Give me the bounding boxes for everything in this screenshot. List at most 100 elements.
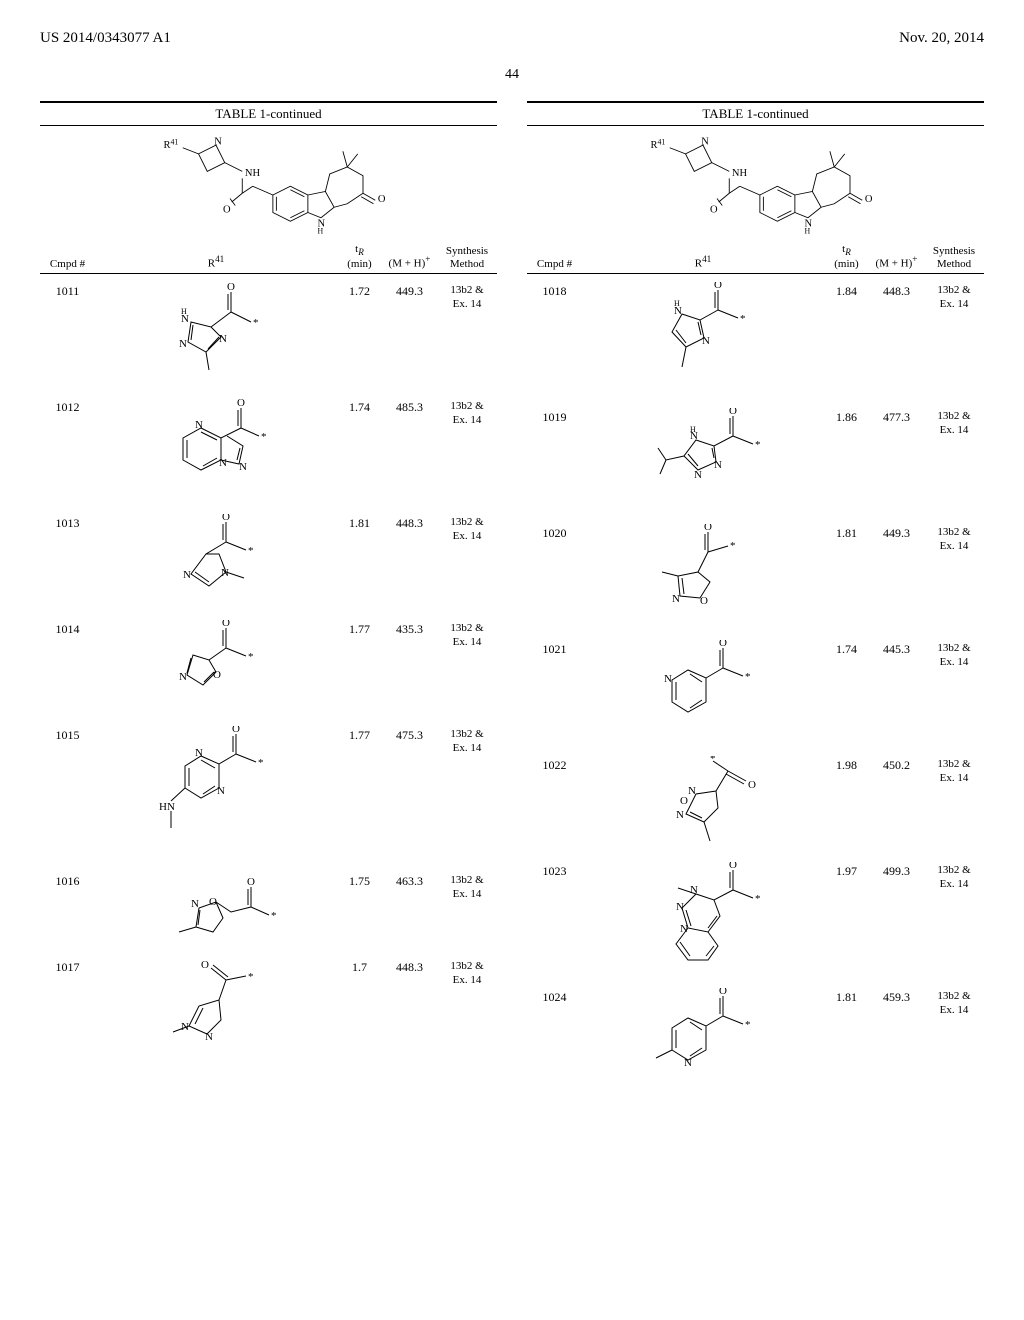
two-column-layout: TABLE 1-continuedCmpd #R41tR(min)(M + H)… — [40, 101, 984, 1094]
cmpd-number: 1013 — [40, 514, 95, 531]
header-method: SynthesisMethod — [924, 245, 984, 270]
cmpd-number: 1012 — [40, 398, 95, 415]
r41-structure — [582, 988, 824, 1088]
cmpd-number: 1016 — [40, 872, 95, 889]
r41-structure — [582, 408, 824, 518]
header-r41: R41 — [582, 254, 824, 270]
mass-plus-h: 448.3 — [382, 958, 437, 975]
table-row: 1022 1.98450.213b2 &Ex. 14 — [527, 756, 984, 856]
r41-structure — [582, 524, 824, 634]
scaffold-structure — [40, 132, 497, 237]
synthesis-method: 13b2 &Ex. 14 — [924, 524, 984, 552]
cmpd-number: 1020 — [527, 524, 582, 541]
mass-plus-h: 449.3 — [869, 524, 924, 541]
cmpd-number: 1019 — [527, 408, 582, 425]
retention-time: 1.81 — [824, 524, 869, 541]
table-row: 1015 1.77475.313b2 &Ex. 14 — [40, 726, 497, 866]
cmpd-number: 1021 — [527, 640, 582, 657]
table-row: 10211.74445.313b2 &Ex. 14 — [527, 640, 984, 750]
synthesis-method: 13b2 &Ex. 14 — [924, 756, 984, 784]
table-row: 1017 1.7448.313b2 &Ex. 14 — [40, 958, 497, 1068]
r41-structure — [582, 282, 824, 402]
cmpd-number: 1023 — [527, 862, 582, 879]
retention-time: 1.75 — [337, 872, 382, 889]
r41-structure — [582, 640, 824, 750]
table-row: 1020 1.81449.313b2 &Ex. 14 — [527, 524, 984, 634]
retention-time: 1.98 — [824, 756, 869, 773]
mass-plus-h: 448.3 — [869, 282, 924, 299]
table-title: TABLE 1-continued — [527, 101, 984, 126]
r41-structure — [95, 282, 337, 392]
r41-structure — [95, 726, 337, 866]
header-tr: tR(min) — [824, 243, 869, 270]
r41-structure — [95, 398, 337, 508]
header-cmpd: Cmpd # — [40, 258, 95, 271]
table-title: TABLE 1-continued — [40, 101, 497, 126]
header-cmpd: Cmpd # — [527, 258, 582, 271]
cmpd-number: 1011 — [40, 282, 95, 299]
r41-structure — [582, 756, 824, 856]
mass-plus-h: 448.3 — [382, 514, 437, 531]
retention-time: 1.97 — [824, 862, 869, 879]
mass-plus-h: 449.3 — [382, 282, 437, 299]
synthesis-method: 13b2 &Ex. 14 — [437, 958, 497, 986]
synthesis-method: 13b2 &Ex. 14 — [437, 398, 497, 426]
table-row: 1011 1.72449.313b2 &Ex. 14 — [40, 282, 497, 392]
retention-time: 1.81 — [824, 988, 869, 1005]
column-headers: Cmpd #R41tR(min)(M + H)+SynthesisMethod — [40, 243, 497, 274]
r41-structure — [95, 620, 337, 720]
table-row: 1024 1.81459.313b2 &Ex. 14 — [527, 988, 984, 1088]
table-row: 1012 1.74485.313b2 &Ex. 14 — [40, 398, 497, 508]
mass-plus-h: 450.2 — [869, 756, 924, 773]
cmpd-number: 1014 — [40, 620, 95, 637]
retention-time: 1.7 — [337, 958, 382, 975]
synthesis-method: 13b2 &Ex. 14 — [437, 726, 497, 754]
synthesis-method: 13b2 &Ex. 14 — [924, 988, 984, 1016]
mass-plus-h: 485.3 — [382, 398, 437, 415]
retention-time: 1.77 — [337, 726, 382, 743]
mass-plus-h: 499.3 — [869, 862, 924, 879]
cmpd-number: 1022 — [527, 756, 582, 773]
mass-plus-h: 475.3 — [382, 726, 437, 743]
synthesis-method: 13b2 &Ex. 14 — [437, 514, 497, 542]
header-mh: (M + H)+ — [869, 254, 924, 270]
mass-plus-h: 435.3 — [382, 620, 437, 637]
retention-time: 1.74 — [824, 640, 869, 657]
synthesis-method: 13b2 &Ex. 14 — [924, 862, 984, 890]
doc-id: US 2014/0343077 A1 — [40, 30, 171, 47]
right-column: TABLE 1-continued Cmpd #R41tR(min)(M + H)… — [527, 101, 984, 1094]
left-column: TABLE 1-continued Cmpd #R41tR(min)(M + H)… — [40, 101, 497, 1094]
table-row: 10181.84448.313b2 &Ex. 14 — [527, 282, 984, 402]
retention-time: 1.86 — [824, 408, 869, 425]
table-row: 1023 1.97499.313b2 &Ex. 14 — [527, 862, 984, 982]
r41-structure — [95, 514, 337, 614]
scaffold-structure — [527, 132, 984, 237]
mass-plus-h: 459.3 — [869, 988, 924, 1005]
r41-structure — [95, 958, 337, 1068]
retention-time: 1.74 — [337, 398, 382, 415]
retention-time: 1.84 — [824, 282, 869, 299]
table-row: 1013 1.81448.313b2 &Ex. 14 — [40, 514, 497, 614]
synthesis-method: 13b2 &Ex. 14 — [924, 640, 984, 668]
synthesis-method: 13b2 &Ex. 14 — [924, 408, 984, 436]
synthesis-method: 13b2 &Ex. 14 — [924, 282, 984, 310]
pub-date: Nov. 20, 2014 — [899, 30, 984, 47]
synthesis-method: 13b2 &Ex. 14 — [437, 282, 497, 310]
cmpd-number: 1024 — [527, 988, 582, 1005]
r41-structure — [95, 872, 337, 952]
cmpd-number: 1015 — [40, 726, 95, 743]
synthesis-method: 13b2 &Ex. 14 — [437, 872, 497, 900]
mass-plus-h: 463.3 — [382, 872, 437, 889]
mass-plus-h: 477.3 — [869, 408, 924, 425]
table-row: 1019 1.86477.313b2 &Ex. 14 — [527, 408, 984, 518]
page-number: 44 — [40, 67, 984, 83]
table-row: 1016 1.75463.313b2 &Ex. 14 — [40, 872, 497, 952]
cmpd-number: 1017 — [40, 958, 95, 975]
retention-time: 1.72 — [337, 282, 382, 299]
retention-time: 1.77 — [337, 620, 382, 637]
synthesis-method: 13b2 &Ex. 14 — [437, 620, 497, 648]
header-r41: R41 — [95, 254, 337, 270]
retention-time: 1.81 — [337, 514, 382, 531]
header-method: SynthesisMethod — [437, 245, 497, 270]
r41-structure — [582, 862, 824, 982]
